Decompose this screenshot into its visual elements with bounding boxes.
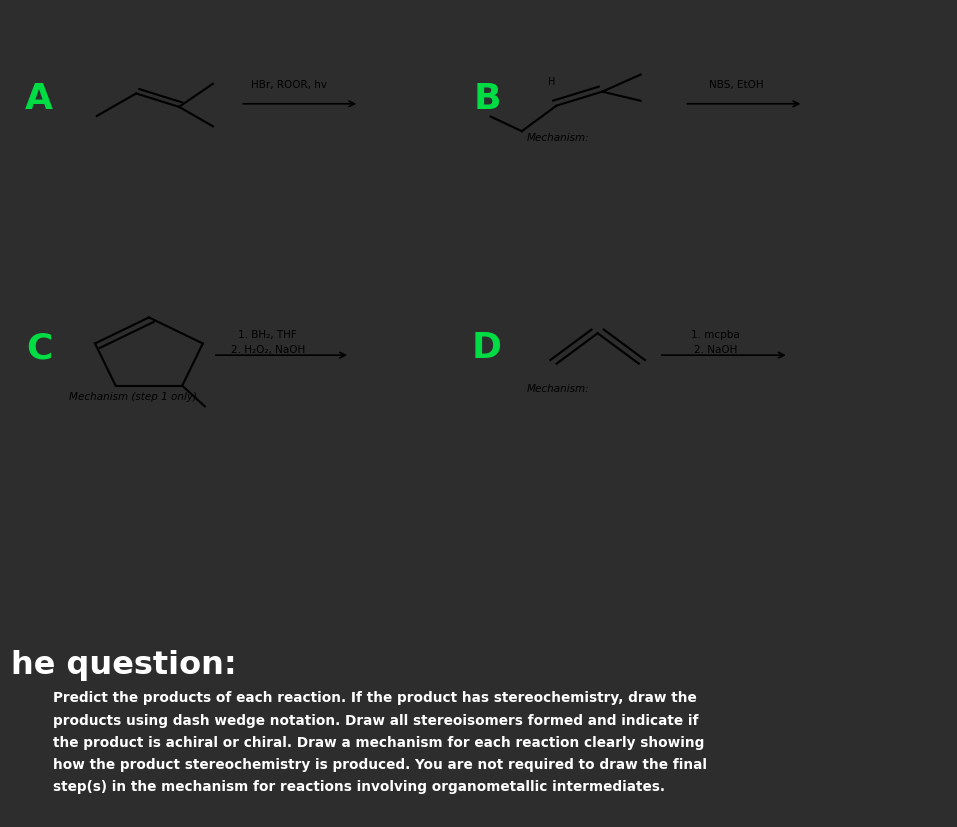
Text: 1. BH₂, THF: 1. BH₂, THF [238,329,297,339]
Text: NBS, EtOH: NBS, EtOH [709,80,764,90]
Text: HBr, ROOR, hv: HBr, ROOR, hv [251,80,326,90]
Text: A: A [25,82,54,116]
Text: 2. NaOH: 2. NaOH [694,345,737,355]
Text: 2. H₂O₂, NaOH: 2. H₂O₂, NaOH [231,345,305,355]
Text: he question:: he question: [11,649,237,681]
Text: B: B [474,82,501,116]
Text: D: D [472,331,502,365]
Text: Mechanism (step 1 only): Mechanism (step 1 only) [70,391,197,401]
Text: 1. mcpba: 1. mcpba [691,329,740,339]
Text: Mechanism:: Mechanism: [526,133,589,143]
Text: C: C [26,331,53,365]
Text: Predict the products of each reaction. If the product has stereochemistry, draw : Predict the products of each reaction. I… [53,691,706,793]
Text: Mechanism:: Mechanism: [526,384,589,394]
Text: H: H [548,77,556,87]
